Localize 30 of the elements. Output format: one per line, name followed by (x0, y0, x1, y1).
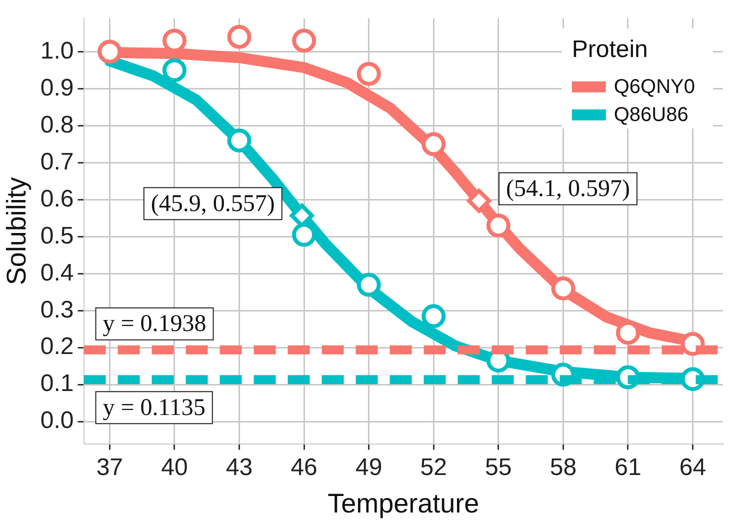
y-tick-label: 0.0 (40, 407, 74, 434)
legend-label: Q6QNY0 (614, 76, 696, 98)
legend-title: Protein (572, 36, 648, 64)
x-tick-label: 64 (679, 454, 706, 481)
y-tick-label: 0.2 (40, 333, 74, 360)
annotation: (45.9, 0.557) (150, 190, 275, 217)
y-tick-label: 0.6 (40, 185, 74, 212)
x-tick-label: 43 (226, 454, 253, 481)
x-axis-title: Temperature (328, 488, 480, 518)
ref-line-label: y = 0.1135 (102, 394, 206, 421)
legend-label: Q86U86 (614, 104, 688, 126)
y-tick-label: 0.8 (40, 111, 74, 138)
x-tick-label: 40 (161, 454, 188, 481)
annotation: (54.1, 0.597) (506, 176, 630, 202)
y-axis-title: Solubility (2, 176, 32, 286)
y-tick-label: 0.1 (40, 370, 74, 398)
x-tick-label: 49 (355, 454, 382, 481)
x-tick-label: 58 (550, 454, 577, 481)
y-tick-label: 0.9 (40, 74, 74, 102)
ref-line-label: y = 0.1938 (102, 311, 206, 338)
y-tick-label: 0.3 (40, 296, 74, 324)
y-tick-label: 0.4 (40, 259, 74, 286)
x-tick-label: 37 (96, 454, 124, 481)
x-tick-label: 61 (614, 454, 642, 481)
y-tick-label: 1.0 (40, 37, 74, 64)
y-tick-label: 0.7 (40, 148, 74, 176)
y-tick-label: 0.5 (40, 222, 74, 250)
x-tick-label: 46 (290, 454, 318, 481)
x-tick-label: 52 (420, 454, 447, 481)
x-tick-label: 55 (485, 454, 512, 481)
